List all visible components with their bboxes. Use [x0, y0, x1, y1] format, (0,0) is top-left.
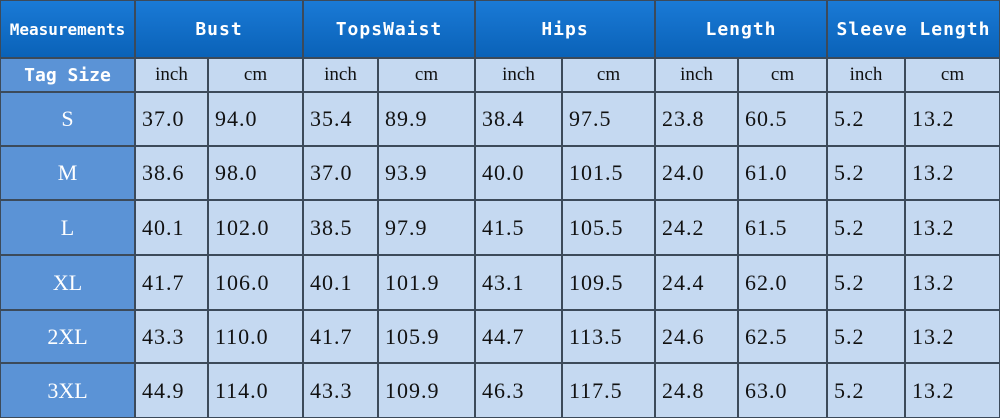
measurement: 61.0	[738, 146, 827, 200]
measurement: 41.7	[303, 310, 378, 363]
measurement: 40.0	[475, 146, 562, 200]
unit-header: cm	[905, 58, 1000, 92]
measurement: 24.0	[655, 146, 738, 200]
measurement: 13.2	[905, 310, 1000, 363]
measurement: 35.4	[303, 92, 378, 146]
measurement: 114.0	[208, 363, 303, 418]
size-label: XL	[0, 255, 135, 310]
measurement: 97.5	[562, 92, 655, 146]
measurement: 37.0	[303, 146, 378, 200]
measurement: 98.0	[208, 146, 303, 200]
measurement: 61.5	[738, 200, 827, 255]
measurement: 109.9	[378, 363, 475, 418]
measurement: 5.2	[827, 200, 905, 255]
unit-header: cm	[562, 58, 655, 92]
measurement: 63.0	[738, 363, 827, 418]
measurement: 13.2	[905, 146, 1000, 200]
measurement: 62.5	[738, 310, 827, 363]
measurement: 93.9	[378, 146, 475, 200]
measurement: 44.9	[135, 363, 208, 418]
size-label: 3XL	[0, 363, 135, 418]
measurement: 13.2	[905, 92, 1000, 146]
unit-header: cm	[378, 58, 475, 92]
measurement: 43.1	[475, 255, 562, 310]
unit-header: inch	[827, 58, 905, 92]
measurement: 106.0	[208, 255, 303, 310]
size-label: S	[0, 92, 135, 146]
unit-header: inch	[475, 58, 562, 92]
measurement: 41.5	[475, 200, 562, 255]
measurement: 24.4	[655, 255, 738, 310]
measurement: 43.3	[135, 310, 208, 363]
measurement: 41.7	[135, 255, 208, 310]
measurement: 24.6	[655, 310, 738, 363]
measurement: 102.0	[208, 200, 303, 255]
measurement: 117.5	[562, 363, 655, 418]
size-label: M	[0, 146, 135, 200]
measurement: 105.9	[378, 310, 475, 363]
measurement: 5.2	[827, 255, 905, 310]
measurement: 40.1	[303, 255, 378, 310]
unit-header: cm	[738, 58, 827, 92]
row-header-label: Tag Size	[0, 58, 135, 92]
measurement: 5.2	[827, 92, 905, 146]
column-header: TopsWaist	[303, 0, 475, 58]
measurement: 43.3	[303, 363, 378, 418]
column-header: Hips	[475, 0, 655, 58]
measurement: 5.2	[827, 363, 905, 418]
measurement: 60.5	[738, 92, 827, 146]
measurement: 101.9	[378, 255, 475, 310]
measurement: 97.9	[378, 200, 475, 255]
measurement: 5.2	[827, 310, 905, 363]
unit-header: cm	[208, 58, 303, 92]
measurement: 89.9	[378, 92, 475, 146]
measurement: 13.2	[905, 200, 1000, 255]
measurement: 5.2	[827, 146, 905, 200]
measurement: 13.2	[905, 363, 1000, 418]
measurement: 38.5	[303, 200, 378, 255]
unit-header: inch	[135, 58, 208, 92]
measurement: 38.4	[475, 92, 562, 146]
measurement: 37.0	[135, 92, 208, 146]
measurement: 105.5	[562, 200, 655, 255]
measurement: 13.2	[905, 255, 1000, 310]
unit-header: inch	[655, 58, 738, 92]
measurement: 62.0	[738, 255, 827, 310]
measurement: 44.7	[475, 310, 562, 363]
measurement: 101.5	[562, 146, 655, 200]
measurement: 46.3	[475, 363, 562, 418]
column-header: Length	[655, 0, 827, 58]
unit-header: inch	[303, 58, 378, 92]
measurement: 38.6	[135, 146, 208, 200]
measurement: 94.0	[208, 92, 303, 146]
size-label: 2XL	[0, 310, 135, 363]
measurement: 110.0	[208, 310, 303, 363]
column-header: Sleeve Length	[827, 0, 1000, 58]
corner-header: Measurements	[0, 0, 135, 58]
column-header: Bust	[135, 0, 303, 58]
measurement: 24.8	[655, 363, 738, 418]
measurement: 23.8	[655, 92, 738, 146]
measurement: 109.5	[562, 255, 655, 310]
measurement: 40.1	[135, 200, 208, 255]
measurement: 24.2	[655, 200, 738, 255]
size-label: L	[0, 200, 135, 255]
measurement: 113.5	[562, 310, 655, 363]
